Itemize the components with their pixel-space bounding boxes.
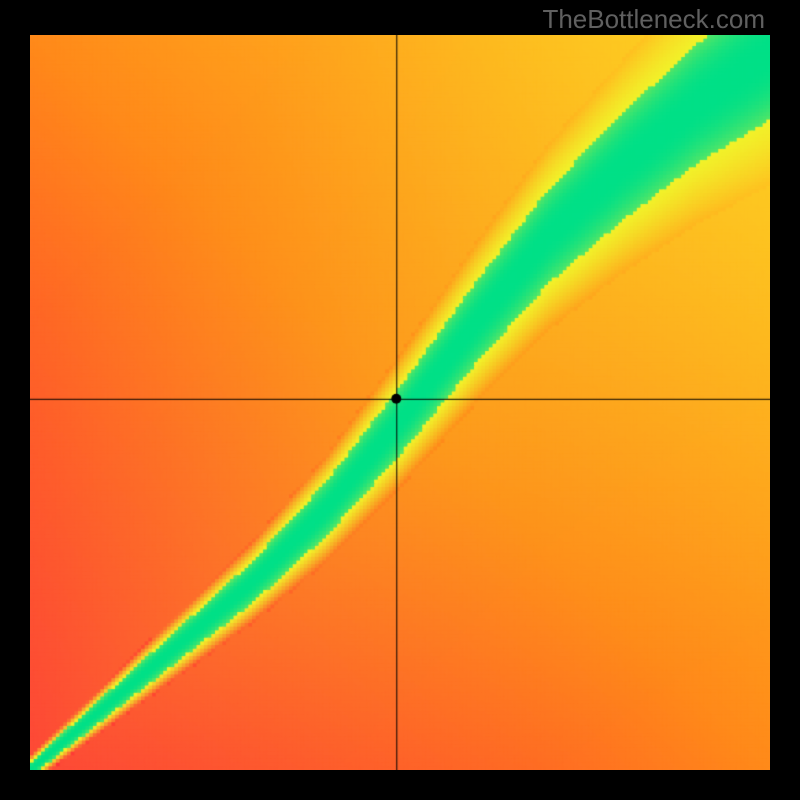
- heatmap-plot: [30, 35, 770, 770]
- watermark-text: TheBottleneck.com: [542, 4, 765, 35]
- heatmap-canvas: [30, 35, 770, 770]
- chart-frame: TheBottleneck.com: [0, 0, 800, 800]
